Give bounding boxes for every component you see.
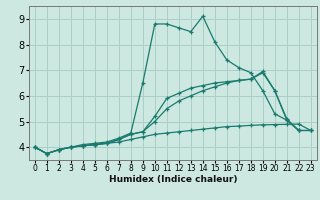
- X-axis label: Humidex (Indice chaleur): Humidex (Indice chaleur): [108, 175, 237, 184]
